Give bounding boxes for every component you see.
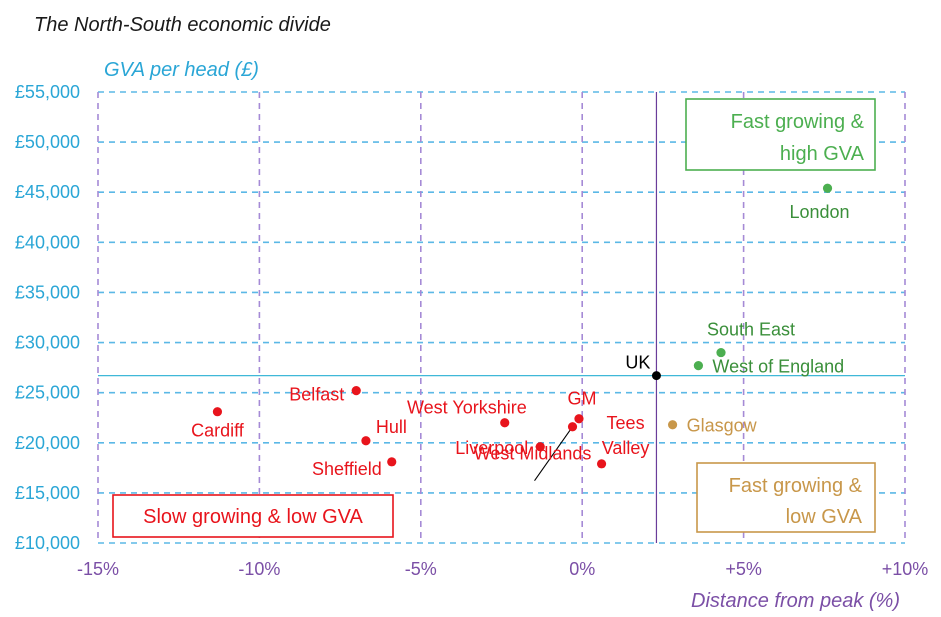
quadrant-label: high GVA <box>780 143 865 165</box>
point-hull <box>361 436 371 446</box>
axis-ticks: £10,000 £15,000 £20,000 £25,000 £30,000 £35,0… <box>15 82 928 579</box>
point-liverpool <box>535 442 545 452</box>
point-tees-valley <box>596 459 607 469</box>
point-west-yorkshire <box>500 418 510 428</box>
point-west-of-england <box>693 361 704 371</box>
point-label-glasgow: Glasgow <box>687 416 758 436</box>
x-tick-label: +10% <box>882 559 929 579</box>
point-label-tees-valley: Valley <box>602 438 650 458</box>
y-tick-label: £30,000 <box>15 333 80 353</box>
point-label-liverpool: Liverpool <box>455 438 528 458</box>
point-label-uk: UK <box>625 353 650 373</box>
point-label-west-of-england: West of England <box>712 357 844 377</box>
y-tick-label: £15,000 <box>15 483 80 503</box>
y-axis-title: GVA per head (£) <box>104 59 259 81</box>
quadrant-label: Fast growing & <box>729 475 863 497</box>
reference-lines <box>98 92 905 543</box>
x-tick-label: +5% <box>725 559 762 579</box>
y-tick-label: £25,000 <box>15 383 80 403</box>
point-label-belfast: Belfast <box>289 385 344 405</box>
y-tick-label: £50,000 <box>15 132 80 152</box>
point-label-cardiff: Cardiff <box>191 421 245 441</box>
point-belfast <box>351 386 361 396</box>
x-axis-title: Distance from peak (%) <box>691 590 900 612</box>
y-tick-label: £45,000 <box>15 182 80 202</box>
x-tick-label: -10% <box>238 559 280 579</box>
quadrant-labels: Fast growing & high GVA Fast growing & low … <box>112 98 876 538</box>
point-london <box>822 183 833 193</box>
quadrant-label: Slow growing & low GVA <box>143 506 363 528</box>
leader-line-west-midlands <box>534 426 573 482</box>
y-tick-label: £10,000 <box>15 533 80 553</box>
y-tick-label: £40,000 <box>15 232 80 252</box>
point-sheffield <box>387 457 397 467</box>
point-uk <box>651 371 661 381</box>
point-label-sheffield: Sheffield <box>312 459 382 479</box>
point-glasgow <box>667 420 678 430</box>
quadrant-box <box>696 462 876 533</box>
quadrant-box <box>112 494 394 538</box>
quadrant-box <box>685 98 876 171</box>
quadrant-label: low GVA <box>786 506 863 528</box>
point-label-tees-valley: Tees <box>607 413 645 433</box>
data-points: London South East West of England UK Glasgow… <box>191 183 850 482</box>
point-label-west-yorkshire: West Yorkshire <box>407 398 527 418</box>
point-west-midlands <box>567 422 578 432</box>
x-tick-label: -5% <box>405 559 437 579</box>
point-label-london: London <box>789 202 849 222</box>
point-label-hull: Hull <box>376 417 407 437</box>
point-label-south-east: South East <box>707 320 795 340</box>
point-south-east <box>716 347 726 358</box>
point-gm <box>574 414 584 424</box>
quadrant-label: Fast growing & <box>731 111 865 133</box>
y-tick-label: £35,000 <box>15 282 80 302</box>
y-tick-label: £20,000 <box>15 433 80 453</box>
x-tick-label: 0% <box>569 559 595 579</box>
point-label-gm: GM <box>567 389 596 409</box>
point-cardiff <box>212 407 223 417</box>
point-label-west-midlands: West Midlands <box>474 444 592 464</box>
chart-title: The North-South economic divide <box>34 14 331 36</box>
x-tick-label: -15% <box>77 559 119 579</box>
y-tick-label: £55,000 <box>15 82 80 102</box>
